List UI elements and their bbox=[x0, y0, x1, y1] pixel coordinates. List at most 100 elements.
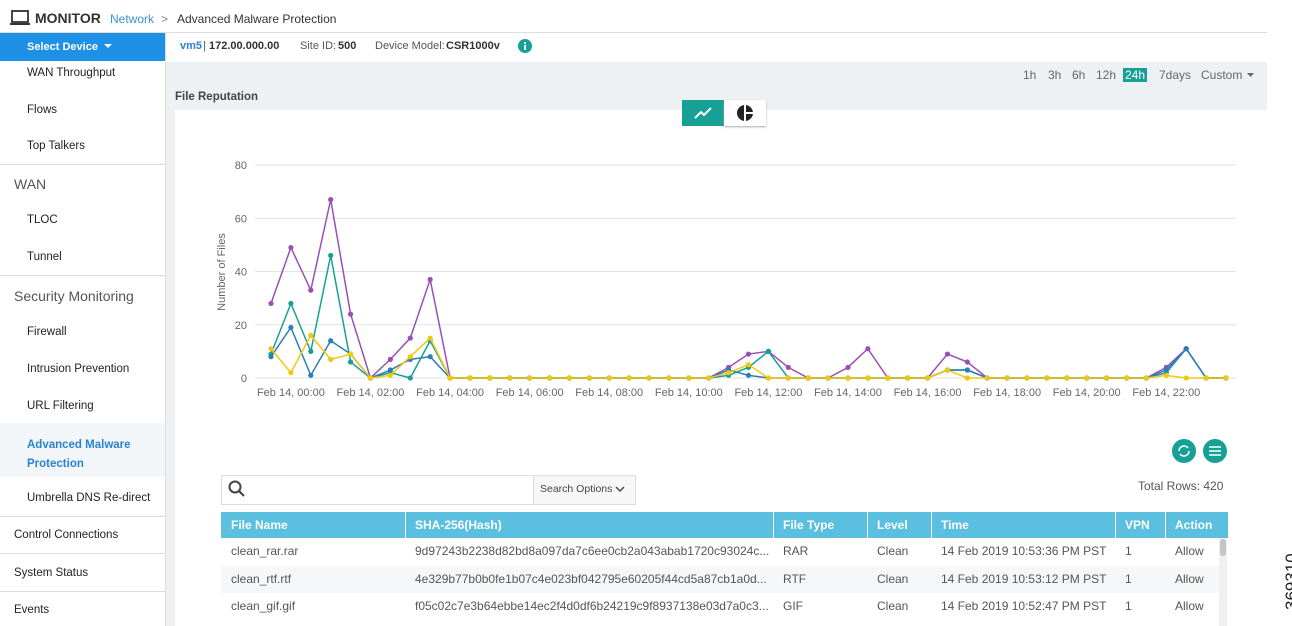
time-option[interactable]: 7days bbox=[1159, 68, 1192, 82]
table-header bbox=[221, 512, 1228, 538]
nav-item[interactable]: Tunnel bbox=[27, 251, 62, 263]
table-cell: 14 Feb 2019 10:53:36 PM PST bbox=[941, 544, 1107, 558]
time-option[interactable]: 24h bbox=[1123, 68, 1148, 82]
data-point bbox=[308, 348, 314, 354]
table-row[interactable] bbox=[221, 538, 1219, 565]
search-options[interactable] bbox=[533, 476, 635, 504]
data-point bbox=[964, 367, 970, 373]
nav-section[interactable]: WAN bbox=[14, 176, 47, 192]
nav-item[interactable]: Control Connections bbox=[14, 529, 119, 541]
column-header[interactable]: Action bbox=[1175, 518, 1213, 532]
column-header[interactable]: File Type bbox=[783, 518, 835, 532]
model: CSR1000v bbox=[446, 40, 500, 52]
breadcrumb[interactable]: Network bbox=[110, 12, 155, 26]
y-tick-label: 20 bbox=[235, 320, 247, 332]
nav-item[interactable]: Flows bbox=[27, 104, 58, 116]
nav-item[interactable]: Firewall bbox=[27, 326, 67, 338]
x-tick-label: Feb 14, 16:00 bbox=[894, 387, 962, 399]
x-tick-label: Feb 14, 08:00 bbox=[575, 387, 643, 399]
x-tick-label: Feb 14, 12:00 bbox=[734, 387, 802, 399]
device-name: vm5 bbox=[180, 40, 203, 52]
table-row[interactable] bbox=[221, 593, 1219, 620]
time-option[interactable]: 1h bbox=[1023, 68, 1037, 82]
table-cell: 1 bbox=[1125, 599, 1132, 613]
column-header[interactable]: Level bbox=[877, 518, 908, 532]
x-tick-label: Feb 14, 20:00 bbox=[1053, 387, 1121, 399]
device-ip: 172.00.000.00 bbox=[209, 40, 280, 52]
table-cell: RTF bbox=[783, 571, 807, 586]
data-point bbox=[964, 359, 970, 365]
data-point bbox=[646, 375, 652, 381]
table-cell: Clean bbox=[877, 544, 909, 558]
time-option[interactable]: 6h bbox=[1072, 68, 1086, 82]
data-point bbox=[566, 375, 573, 381]
nav-section[interactable]: Security Monitoring bbox=[14, 288, 134, 304]
data-point bbox=[407, 335, 413, 341]
data-point bbox=[845, 364, 851, 370]
data-point bbox=[924, 375, 931, 381]
time-option[interactable]: Custom bbox=[1201, 68, 1243, 82]
x-tick-label: Feb 14, 00:00 bbox=[257, 387, 325, 399]
time-option[interactable]: 12h bbox=[1096, 68, 1117, 82]
data-point bbox=[1024, 375, 1030, 381]
table-cell: Allow bbox=[1175, 544, 1204, 558]
time-option[interactable]: 3h bbox=[1048, 68, 1062, 82]
table-cell: Allow bbox=[1175, 599, 1204, 613]
table-cell: clean_rar.rar bbox=[231, 544, 299, 558]
scroll-thumb[interactable] bbox=[1220, 539, 1226, 556]
panel-title: File Reputation bbox=[175, 91, 259, 103]
data-point bbox=[288, 300, 294, 307]
table-cell: 14 Feb 2019 10:53:12 PM PST bbox=[941, 571, 1107, 586]
table-cell: 4e329b77b0b0fe1b07c4e023bf042795e60205f4… bbox=[415, 571, 767, 586]
data-point bbox=[487, 375, 493, 381]
x-tick-label: Feb 14, 10:00 bbox=[655, 387, 723, 399]
x-tick-label: Feb 14, 18:00 bbox=[973, 387, 1041, 399]
column-header[interactable]: VPN bbox=[1125, 518, 1150, 532]
nav-item[interactable]: TLOC bbox=[27, 214, 58, 226]
column-header[interactable]: Time bbox=[941, 518, 969, 532]
x-tick-label: Feb 14, 22:00 bbox=[1132, 387, 1200, 399]
column-header[interactable]: SHA-256(Hash) bbox=[415, 518, 502, 532]
data-point bbox=[308, 287, 314, 293]
search-icon bbox=[228, 480, 245, 497]
data-point bbox=[785, 364, 791, 370]
data-point bbox=[387, 367, 393, 373]
search-options-label[interactable]: Search Options bbox=[540, 483, 613, 495]
data-point bbox=[865, 375, 871, 381]
select-device-label[interactable]: Select Device bbox=[27, 41, 98, 53]
data-point bbox=[467, 375, 473, 381]
data-point bbox=[427, 335, 433, 341]
data-point bbox=[1004, 375, 1010, 381]
data-point bbox=[387, 356, 393, 362]
info-icon[interactable] bbox=[518, 39, 532, 53]
data-point bbox=[944, 367, 951, 373]
nav-item[interactable]: URL Filtering bbox=[27, 400, 94, 412]
data-point bbox=[407, 375, 413, 381]
x-tick-label: Feb 14, 06:00 bbox=[496, 387, 564, 399]
nav-item-active[interactable]: Advanced Malware Protection bbox=[27, 439, 131, 470]
refresh-button[interactable] bbox=[1172, 439, 1196, 463]
nav-item[interactable]: Umbrella DNS Re-direct bbox=[27, 492, 151, 504]
nav-item[interactable]: System Status bbox=[14, 567, 89, 579]
nav-item[interactable]: Events bbox=[14, 604, 50, 616]
nav-item[interactable]: WAN Throughput bbox=[27, 67, 116, 79]
table-cell: Clean bbox=[877, 571, 909, 586]
y-tick-label: 0 bbox=[241, 373, 247, 385]
divider bbox=[0, 275, 165, 276]
divider bbox=[0, 553, 165, 554]
data-point bbox=[288, 324, 294, 331]
top-bar bbox=[0, 0, 1267, 33]
device-separator: | bbox=[203, 40, 206, 52]
nav-item[interactable]: Intrusion Prevention bbox=[27, 363, 130, 375]
table-row[interactable] bbox=[221, 565, 1219, 593]
nav-item[interactable]: Top Talkers bbox=[27, 140, 85, 152]
select-device[interactable] bbox=[0, 33, 165, 61]
column-header[interactable]: File Name bbox=[231, 518, 288, 532]
data-point bbox=[745, 362, 752, 368]
data-point bbox=[626, 375, 632, 381]
data-point bbox=[845, 375, 851, 381]
data-point bbox=[288, 244, 294, 251]
divider bbox=[0, 591, 165, 592]
divider bbox=[0, 516, 165, 517]
